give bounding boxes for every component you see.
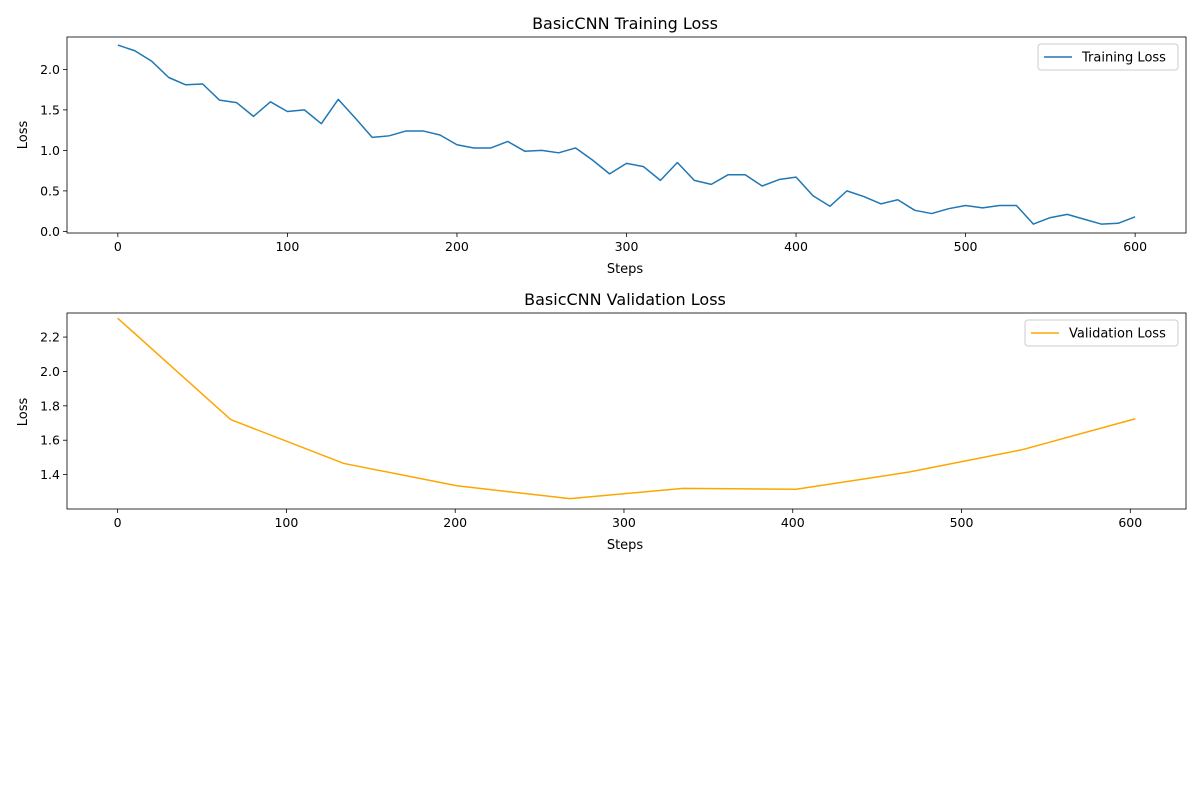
x-tick-label: 400 <box>781 515 805 530</box>
legend: Training Loss <box>1037 43 1179 71</box>
y-tick-label: 2.0 <box>40 62 60 77</box>
y-tick-label: 0.0 <box>40 224 60 239</box>
chart-title: BasicCNN Validation Loss <box>524 290 726 309</box>
y-axis-label: Loss <box>16 121 31 150</box>
y-tick-label: 2.2 <box>40 330 60 345</box>
chart-title: BasicCNN Training Loss <box>532 14 718 33</box>
y-tick-label: 1.8 <box>40 398 60 413</box>
y-tick-label: 0.5 <box>40 183 60 198</box>
y-tick-label: 1.5 <box>40 102 60 117</box>
x-tick-label: 500 <box>950 515 974 530</box>
series-line-0 <box>117 44 1136 225</box>
x-tick-label: 0 <box>114 515 122 530</box>
x-tick-label: 200 <box>443 515 467 530</box>
training-loss-chart: BasicCNN Training Loss Steps Loss 0 100 20… <box>16 14 1187 277</box>
legend-entry: Validation Loss <box>1069 327 1166 342</box>
x-axis-label: Steps <box>607 538 644 553</box>
series-line-0 <box>117 317 1136 500</box>
x-tick-label: 100 <box>275 239 299 254</box>
y-tick-label: 2.0 <box>40 364 60 379</box>
x-tick-label: 500 <box>954 239 978 254</box>
legend-box <box>1037 43 1179 71</box>
x-tick-label: 400 <box>784 239 808 254</box>
x-tick-label: 600 <box>1118 515 1142 530</box>
x-tick-label: 600 <box>1123 239 1147 254</box>
y-axis-label: Loss <box>16 398 31 427</box>
x-tick-label: 300 <box>615 239 639 254</box>
x-axis-label: Steps <box>607 262 644 277</box>
x-tick-label: 300 <box>612 515 636 530</box>
y-tick-label: 1.0 <box>40 143 60 158</box>
legend-entry: Training Loss <box>1081 51 1166 66</box>
x-tick-label: 200 <box>445 239 469 254</box>
legend-box <box>1024 319 1179 347</box>
validation-loss-chart: BasicCNN Validation Loss Steps Loss 0 100… <box>16 290 1187 553</box>
y-tick-label: 1.6 <box>40 433 60 448</box>
plot-frame <box>66 312 1187 510</box>
x-tick-label: 100 <box>274 515 298 530</box>
legend: Validation Loss <box>1024 319 1179 347</box>
x-tick-label: 0 <box>114 239 122 254</box>
y-tick-label: 1.4 <box>40 467 60 482</box>
